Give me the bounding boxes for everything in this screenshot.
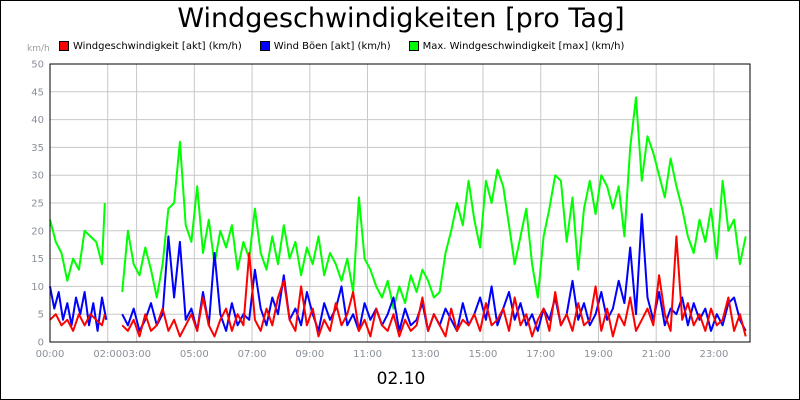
series-line-0-segment-1 [121,235,747,338]
legend-label-boeen: Wind Böen [akt] (km/h) [273,40,391,52]
y-tick-label: 30 [31,171,44,182]
x-tick-label: 09:00 [295,349,324,360]
x-axis-caption: 02.10 [376,369,426,389]
series-line-2-segment-1 [121,96,747,310]
series-line-2-segment-0 [49,202,106,282]
y-tick-label: 40 [31,115,44,126]
legend-item-akt: Windgeschwindigkeit [akt] (km/h) [59,41,242,52]
y-tick-label: 15 [31,254,44,265]
grid [49,63,750,343]
x-tick-label: 02:00 [93,349,122,360]
plot-border [49,63,751,343]
legend-swatch-max [408,41,419,51]
x-tick-label: 07:00 [238,349,267,360]
y-tick-label: 25 [31,199,44,210]
series-line-0-segment-0 [49,313,106,332]
x-tick-label: 11:00 [353,349,382,360]
y-tick-label: 0 [38,338,44,349]
legend-item-boeen: Wind Böen [akt] (km/h) [259,40,391,52]
y-tick-label: 50 [31,60,44,71]
y-tick-label: 45 [31,87,44,98]
x-tick-label: 03:00 [122,349,151,360]
y-tick-label: 10 [31,282,44,293]
y-tick-label: 20 [31,226,44,237]
x-tick-label: 23:00 [700,349,729,360]
x-tick-label: 15:00 [469,349,498,360]
x-tick-label: 21:00 [642,349,671,360]
legend-swatch-akt [59,41,69,51]
x-tick-label: 00:00 [36,349,65,360]
y-tick-label: 35 [31,143,44,154]
x-tick-label: 19:00 [584,349,613,360]
series-lines [49,96,747,338]
series-line-1-segment-0 [49,286,108,332]
y-axis-unit-label: km/h [27,44,50,54]
legend: Windgeschwindigkeit [akt] (km/h) Wind Bö… [59,39,642,53]
x-tick-label: 05:00 [180,349,209,360]
x-tick-label: 13:00 [411,349,440,360]
chart-title: Windgeschwindigkeiten [pro Tag] [177,3,625,34]
y-tick-label: 5 [38,310,44,321]
x-tick-label: 17:00 [526,349,555,360]
legend-swatch-boeen [259,41,270,51]
legend-label-max: Max. Windgeschwindigkeit [max] (km/h) [422,40,625,52]
axis-ticks: 0 5 10 15 20 25 30 35 40 45 50 00:00 02:00 03:00 05:00… [31,60,728,361]
legend-item-max: Max. Windgeschwindigkeit [max] (km/h) [408,40,625,52]
legend-label-akt: Windgeschwindigkeit [akt] (km/h) [73,40,242,52]
